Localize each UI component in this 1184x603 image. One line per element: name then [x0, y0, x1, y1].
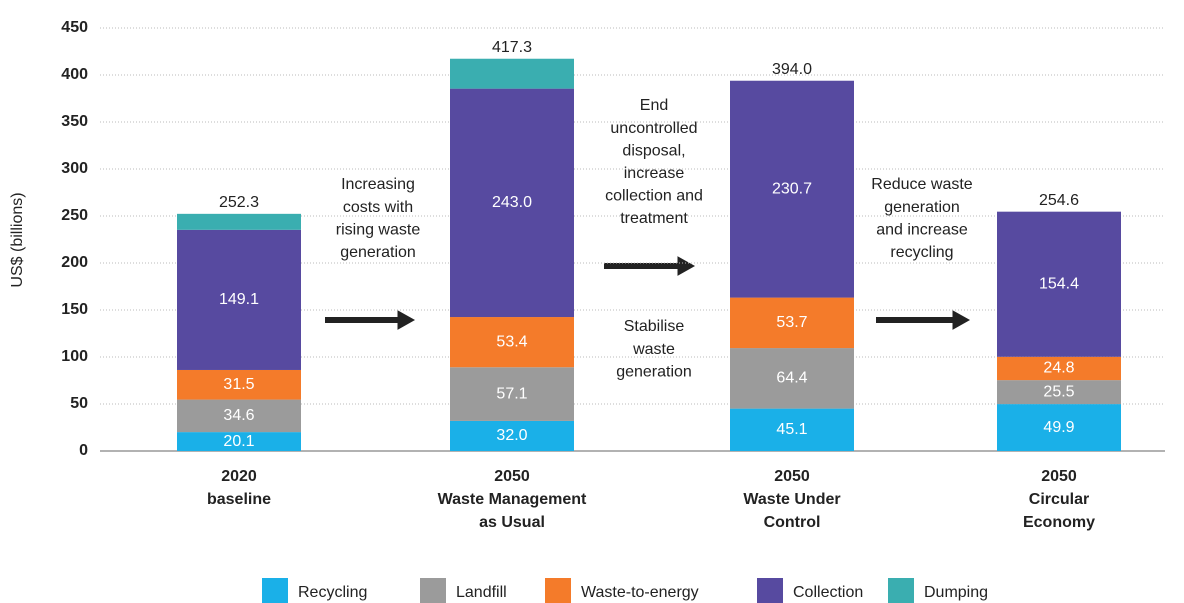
- arrows: [325, 256, 971, 330]
- bar-segment: [177, 432, 301, 451]
- segment-label: 149.1: [219, 291, 259, 308]
- x-tick-label: 2050: [494, 468, 530, 485]
- annotation: increase: [624, 165, 685, 182]
- legend-label: Collection: [793, 584, 863, 601]
- x-tick-label: 2050: [774, 468, 810, 485]
- annotation: End: [640, 97, 668, 114]
- y-tick-label: 150: [61, 301, 88, 318]
- segment-label: 49.9: [1043, 419, 1074, 436]
- bar-segment: [450, 317, 574, 368]
- bar-segment: [730, 348, 854, 409]
- bar-segment: [177, 369, 301, 400]
- arrow-head: [952, 310, 971, 330]
- annotation: Increasing: [341, 176, 415, 193]
- bar-segment: [997, 380, 1121, 405]
- bar-segment: [730, 408, 854, 451]
- x-tick-label: Control: [764, 514, 821, 531]
- segment-label: 25.5: [1043, 383, 1074, 400]
- legend-swatch: [545, 578, 571, 603]
- bar-segment: [450, 420, 574, 451]
- legend-label: Landfill: [456, 584, 507, 601]
- segment-label: 34.6: [223, 407, 254, 424]
- bar-segment: [997, 356, 1121, 381]
- annotation: recycling: [890, 244, 953, 261]
- segment-label: 53.4: [496, 333, 527, 350]
- bar-segment: [450, 88, 574, 318]
- y-tick-label: 250: [61, 207, 88, 224]
- segment-label: 230.7: [772, 180, 812, 197]
- legend-swatch: [420, 578, 446, 603]
- total-label: 394.0: [772, 61, 812, 78]
- y-tick-label: 50: [70, 395, 88, 412]
- x-tick-label: Circular: [1029, 491, 1089, 508]
- legend-label: Waste-to-energy: [581, 584, 699, 601]
- annotation: rising waste: [336, 221, 421, 238]
- legend-swatch: [262, 578, 288, 603]
- annotation: generation: [884, 199, 960, 216]
- x-tick-label: Waste Management: [438, 491, 587, 508]
- bar-segment: [177, 229, 301, 370]
- segment-label: 20.1: [223, 433, 254, 450]
- segment-label: 24.8: [1043, 360, 1074, 377]
- segment-label: 45.1: [776, 421, 807, 438]
- bar-segment: [177, 399, 301, 433]
- segment-label: 243.0: [492, 194, 532, 211]
- total-label: 254.6: [1039, 192, 1079, 209]
- legend-swatch: [888, 578, 914, 603]
- y-axis-label: US$ (billions): [9, 192, 26, 287]
- total-label: 417.3: [492, 39, 532, 56]
- annotation: generation: [340, 244, 416, 261]
- annotation: treatment: [620, 210, 688, 227]
- bar-segment: [997, 404, 1121, 451]
- y-tick-label: 100: [61, 348, 88, 365]
- annotation: Stabilise: [624, 318, 685, 335]
- y-tick-label: 350: [61, 113, 88, 130]
- segment-label: 32.0: [496, 427, 527, 444]
- y-tick-label: 0: [79, 442, 88, 459]
- x-tick-label: Waste Under: [743, 491, 840, 508]
- total-label: 252.3: [219, 194, 259, 211]
- arrow-head: [397, 310, 416, 330]
- bar-segment: [177, 213, 301, 230]
- segment-label: 53.7: [776, 314, 807, 331]
- legend-swatch: [757, 578, 783, 603]
- annotation: generation: [616, 363, 692, 380]
- y-tick-label: 300: [61, 160, 88, 177]
- x-tick-label: 2020: [221, 468, 257, 485]
- x-tick-label: as Usual: [479, 514, 545, 531]
- annotation: collection and: [605, 188, 703, 205]
- segment-label: 57.1: [496, 385, 527, 402]
- x-tick-label: 2050: [1041, 468, 1077, 485]
- annotation: Reduce waste: [871, 176, 972, 193]
- annotation: and increase: [876, 221, 968, 238]
- annotation: costs with: [343, 199, 413, 216]
- bar-segment: [450, 367, 574, 421]
- annotation: waste: [632, 341, 675, 358]
- segment-label: 64.4: [776, 370, 807, 387]
- bar-segment: [730, 297, 854, 349]
- bar-segment: [730, 80, 854, 298]
- segment-label: 31.5: [223, 376, 254, 393]
- bar-segment: [997, 211, 1121, 357]
- x-tick-label: Economy: [1023, 514, 1095, 531]
- y-tick-label: 400: [61, 66, 88, 83]
- arrow-head: [677, 256, 696, 276]
- legend-label: Dumping: [924, 584, 988, 601]
- segment-label: 154.4: [1039, 275, 1079, 292]
- y-tick-label: 200: [61, 254, 88, 271]
- bar-segment: [450, 58, 574, 89]
- legend-label: Recycling: [298, 584, 367, 601]
- annotation: disposal,: [622, 142, 685, 159]
- y-tick-label: 450: [61, 19, 88, 36]
- annotation: uncontrolled: [610, 120, 697, 137]
- x-tick-label: baseline: [207, 491, 271, 508]
